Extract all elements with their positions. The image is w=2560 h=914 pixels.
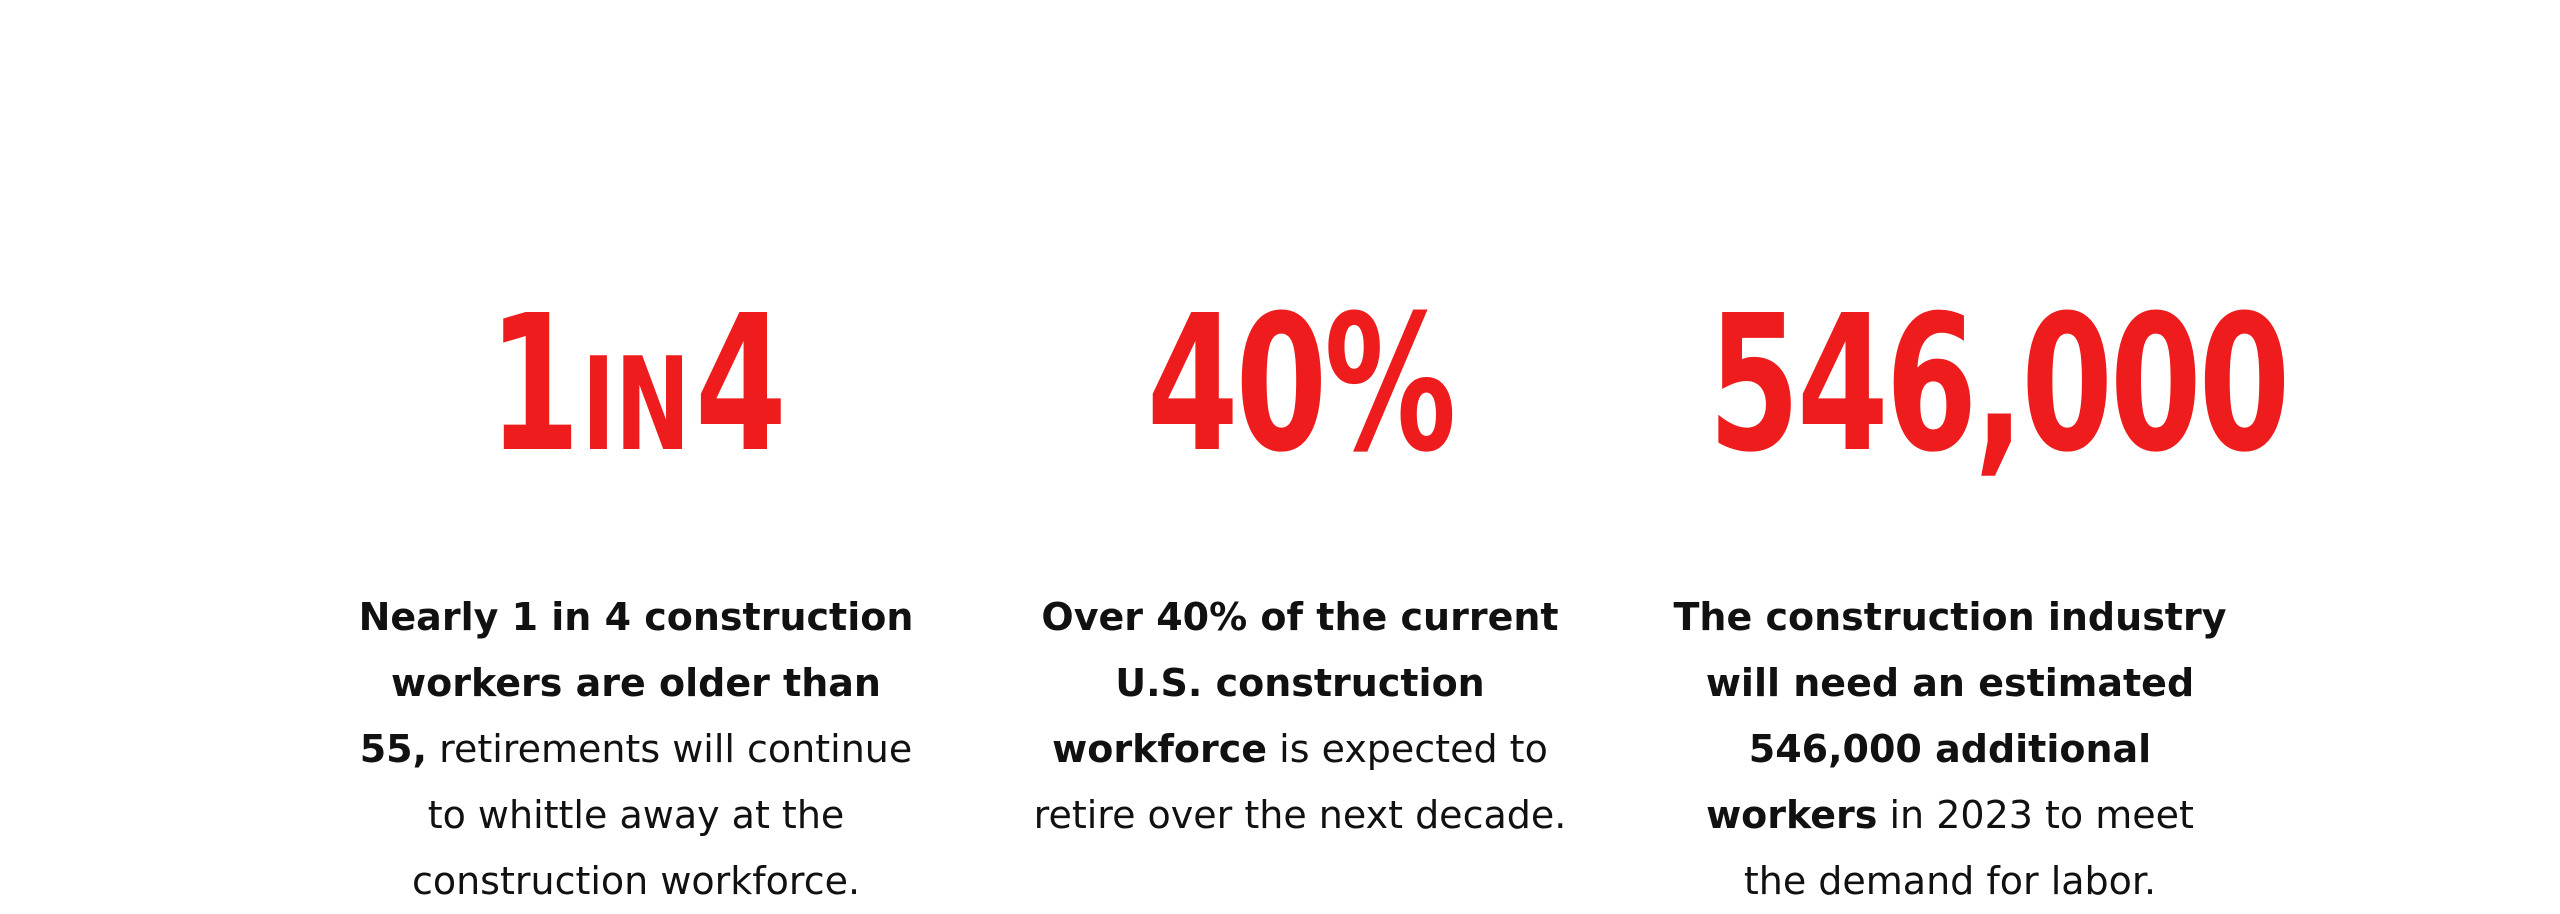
stat-description-bold: Over 40% of the current U.S. constructio… bbox=[1041, 595, 1559, 771]
stat-workers-needed: 546,000 The construction industry will n… bbox=[1640, 0, 2291, 909]
stat-figure: 40% bbox=[1146, 275, 1457, 494]
stat-retiring-workforce: 40% Over 40% of the current U.S. constru… bbox=[990, 0, 1610, 909]
stat-older-workers: 1IN4 Nearly 1 in 4 construction workers … bbox=[326, 0, 946, 909]
stat-description-bold: Nearly 1 in 4 construction workers are o… bbox=[358, 595, 914, 771]
stat-figure-part: 4 bbox=[694, 275, 787, 494]
stat-description: Nearly 1 in 4 construction workers are o… bbox=[356, 584, 916, 914]
stat-figure: 546,000 bbox=[1708, 275, 2290, 494]
stat-figure: 1IN4 bbox=[394, 290, 878, 481]
stat-description: Over 40% of the current U.S. constructio… bbox=[1020, 584, 1580, 848]
stat-figure-part: 1 bbox=[488, 275, 580, 494]
stat-description-text: retirements will continue to whittle awa… bbox=[411, 727, 913, 903]
stat-description-bold: The construction industry will need an e… bbox=[1673, 595, 2227, 837]
stat-figure-part: IN bbox=[581, 331, 691, 480]
stat-description-text: in 2023 to meet the demand for labor. bbox=[1743, 793, 2194, 903]
stat-description: The construction industry will need an e… bbox=[1670, 584, 2230, 914]
stat-description-text: is expected to retire over the next deca… bbox=[1033, 727, 1567, 837]
